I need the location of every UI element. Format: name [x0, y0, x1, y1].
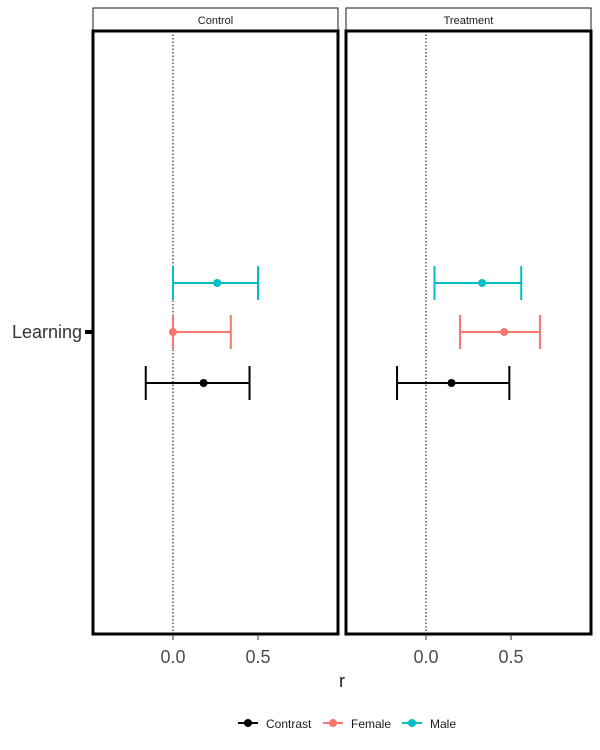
panel-title-treatment: Treatment [444, 15, 494, 27]
panel-border-control [91, 29, 340, 636]
x-axis-title: r [339, 671, 345, 691]
estimate-point-control-female [168, 328, 177, 336]
estimate-point-control-male [213, 279, 222, 287]
x-tick-label-treatment-0: 0.0 [413, 647, 438, 667]
estimate-point-treatment-male [478, 279, 487, 287]
legend-key-point-male [408, 719, 416, 727]
legend-key-point-contrast [244, 719, 252, 727]
estimate-point-treatment-contrast [447, 379, 456, 387]
legend-key-point-female [329, 719, 337, 727]
legend-label-female: Female [351, 717, 391, 731]
x-tick-label-control-1: 0.5 [246, 647, 271, 667]
panel-title-control: Control [198, 15, 233, 27]
legend-label-male: Male [430, 717, 456, 731]
estimate-point-control-contrast [199, 379, 208, 387]
x-tick-label-treatment-1: 0.5 [499, 647, 524, 667]
y-tick-label-learning: Learning [12, 322, 82, 342]
panel-border-treatment [344, 29, 593, 636]
legend-label-contrast: Contrast [266, 717, 312, 731]
estimate-point-treatment-female [500, 328, 509, 336]
x-tick-label-control-0: 0.0 [160, 647, 185, 667]
